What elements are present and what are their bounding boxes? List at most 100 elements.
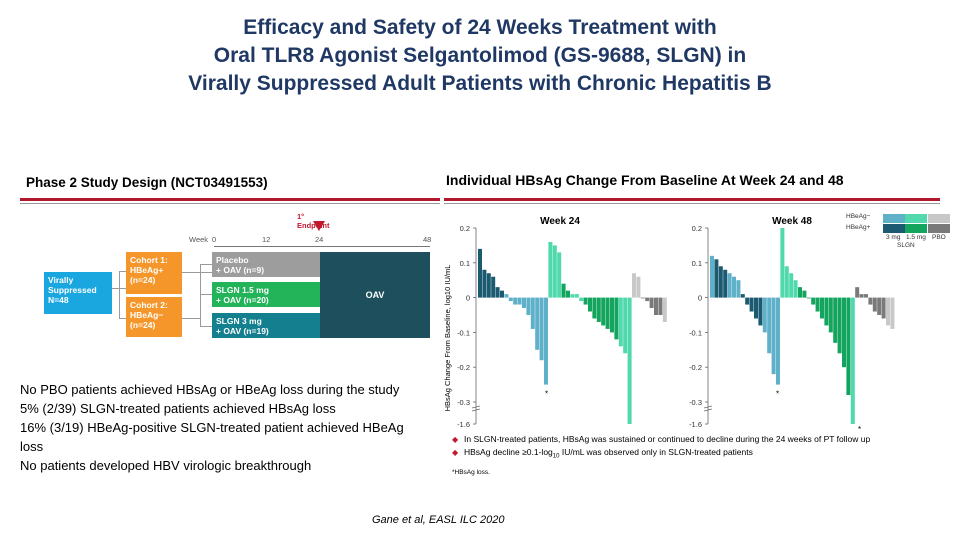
week-24-bar: [500, 290, 504, 298]
footnote-2: ◆ HBsAg decline ≥0.1-log10 IU/mL was obs…: [452, 446, 952, 464]
week-48-bar: [758, 297, 763, 326]
footnote-2-pre: HBsAg decline ≥0.1-log: [464, 447, 553, 457]
arm-placebo-line-1: Placebo: [216, 255, 249, 265]
week-24-bar: [636, 276, 641, 298]
week-24-bar: [658, 297, 663, 315]
week-48-bar: [762, 297, 767, 333]
week-48-hbsag-loss-marker: *: [858, 425, 861, 434]
week-48-bar: [793, 280, 798, 298]
legend-hbeag-pos-label: HBeAg+: [846, 224, 871, 231]
title-line-2: Oral TLR8 Agonist Selgantolimod (GS-9688…: [213, 44, 747, 67]
week-24-bar: [623, 297, 628, 354]
legend-swatch-neg-15mg: [905, 214, 927, 223]
legend-swatch-neg-pbo: [928, 214, 950, 223]
arm-slgn-3-box: SLGN 3 mg + OAV (n=19): [212, 313, 320, 338]
week-24-bar: [610, 297, 614, 333]
endpoint-arrow-icon: [313, 221, 325, 231]
week-48-bar: [714, 259, 719, 298]
week-48-y-tick-label: 0.2: [692, 224, 702, 233]
week-24-bar: [513, 297, 518, 305]
note-item-3: 16% (3/19) HBeAg-positive SLGN-treated p…: [20, 420, 404, 454]
week-48-bar: [789, 273, 794, 298]
arm-slgn-1-5-line-1: SLGN 1.5 mg: [216, 285, 269, 295]
week-24-bar: [522, 297, 526, 309]
legend: HBeAg− HBeAg+ 3 mg 1.5 mg PBO SLGN: [846, 212, 950, 252]
week-24-bar: [596, 297, 601, 322]
legend-col-pbo: PBO: [932, 234, 946, 241]
week-24-bar: [588, 297, 592, 312]
right-red-rule: [444, 198, 940, 201]
connector-h5: [182, 318, 200, 319]
week-24-bar: [539, 297, 544, 361]
connector-h3: [119, 318, 126, 319]
week-24-bar: [548, 241, 553, 298]
week-24-bar: [592, 297, 597, 319]
week-24-bar: [605, 297, 610, 329]
week-24-bar: [530, 297, 535, 329]
legend-swatch-neg-3mg: [883, 214, 905, 223]
arm-placebo-box: Placebo + OAV (n=9): [212, 252, 320, 277]
study-design-heading: Phase 2 Study Design (NCT03491553): [26, 175, 268, 190]
week-24-y-tick-label: -1.6: [457, 420, 470, 429]
virally-suppressed-line-1: Virally: [48, 275, 74, 285]
oav-box: OAV: [320, 252, 430, 338]
week-48-bar: [736, 280, 741, 298]
citation: Gane et al, EASL ILC 2020: [372, 514, 505, 526]
week-24-y-tick-label: 0.1: [460, 259, 470, 268]
week-48-y-tick-label: -0.2: [689, 363, 702, 372]
week-tick-48: 48: [423, 235, 432, 244]
week-24-bar: [654, 297, 658, 315]
week-48-bar: [745, 297, 750, 305]
cohort-2-line-2: HBeAg−: [130, 310, 164, 320]
footnote-1: ◆ In SLGN-treated patients, HBsAg was su…: [452, 433, 952, 446]
cohort-1-line-1: Cohort 1:: [130, 255, 168, 265]
week-48-bar: [771, 297, 776, 375]
footnote-2-sub: 10: [552, 453, 560, 460]
notes-list: No PBO patients achieved HBsAg or HBeAg …: [20, 380, 420, 475]
connector-h7: [200, 294, 212, 295]
week-48-bar: [811, 297, 816, 305]
note-item-2: 5% (2/39) SLGN-treated patients achieved…: [20, 401, 336, 416]
week-24-bar: [645, 297, 650, 302]
connector-v2: [200, 264, 201, 326]
week-48-bar: [740, 294, 745, 298]
week-24-bar: [618, 297, 623, 347]
week-24-y-tick-label: 0: [466, 294, 470, 303]
week-24-bar: [649, 297, 654, 309]
week-24-bar: [579, 297, 584, 302]
week-tick-24: 24: [315, 235, 324, 244]
week-24-hbsag-loss-marker: *: [545, 390, 548, 399]
week-48-bar: [824, 297, 829, 326]
footnote-2-text: HBsAg decline ≥0.1-log10 IU/mL was obser…: [464, 446, 753, 464]
week-24-y-tick-label: 0.2: [460, 224, 470, 233]
week-48-bar: [872, 297, 877, 312]
week-tick-0: 0: [212, 235, 217, 244]
arm-slgn-1-5-box: SLGN 1.5 mg + OAV (n=20): [212, 282, 320, 307]
week-48-bar: [890, 297, 895, 329]
week-24-bar: [574, 294, 579, 298]
week-48-bar: [837, 297, 842, 354]
chart-heading: Individual HBsAg Change From Baseline At…: [446, 172, 844, 188]
week-24-bar: [486, 273, 491, 298]
week-48-bar: [855, 287, 860, 298]
week-48-bar: [859, 294, 864, 298]
week-48-bar: [802, 290, 807, 298]
week-24-bar: [491, 276, 496, 298]
week-24-bar: [535, 297, 540, 350]
week-48-axis-break-mark: [703, 408, 713, 412]
diamond-bullet-icon: ◆: [452, 435, 459, 444]
legend-swatch-pos-3mg: [883, 224, 905, 233]
week-48-bar: [881, 297, 886, 319]
note-item-4: No patients developed HBV virologic brea…: [20, 458, 312, 473]
week-24-bar: [570, 294, 575, 298]
cohort-2-line-3: (n=24): [130, 320, 156, 330]
week-48-bar: [828, 297, 833, 333]
note-item-1: No PBO patients achieved HBsAg or HBeAg …: [20, 382, 400, 397]
slide-title: Efficacy and Safety of 24 Weeks Treatmen…: [0, 14, 960, 98]
week-48-bar: [864, 294, 868, 298]
cohort-2-box: Cohort 2: HBeAg− (n=24): [126, 297, 182, 337]
week-24-bar: [482, 269, 487, 298]
connector-h6: [200, 264, 212, 265]
week-24-bar: [561, 283, 566, 298]
week-48-bar: [718, 266, 723, 298]
